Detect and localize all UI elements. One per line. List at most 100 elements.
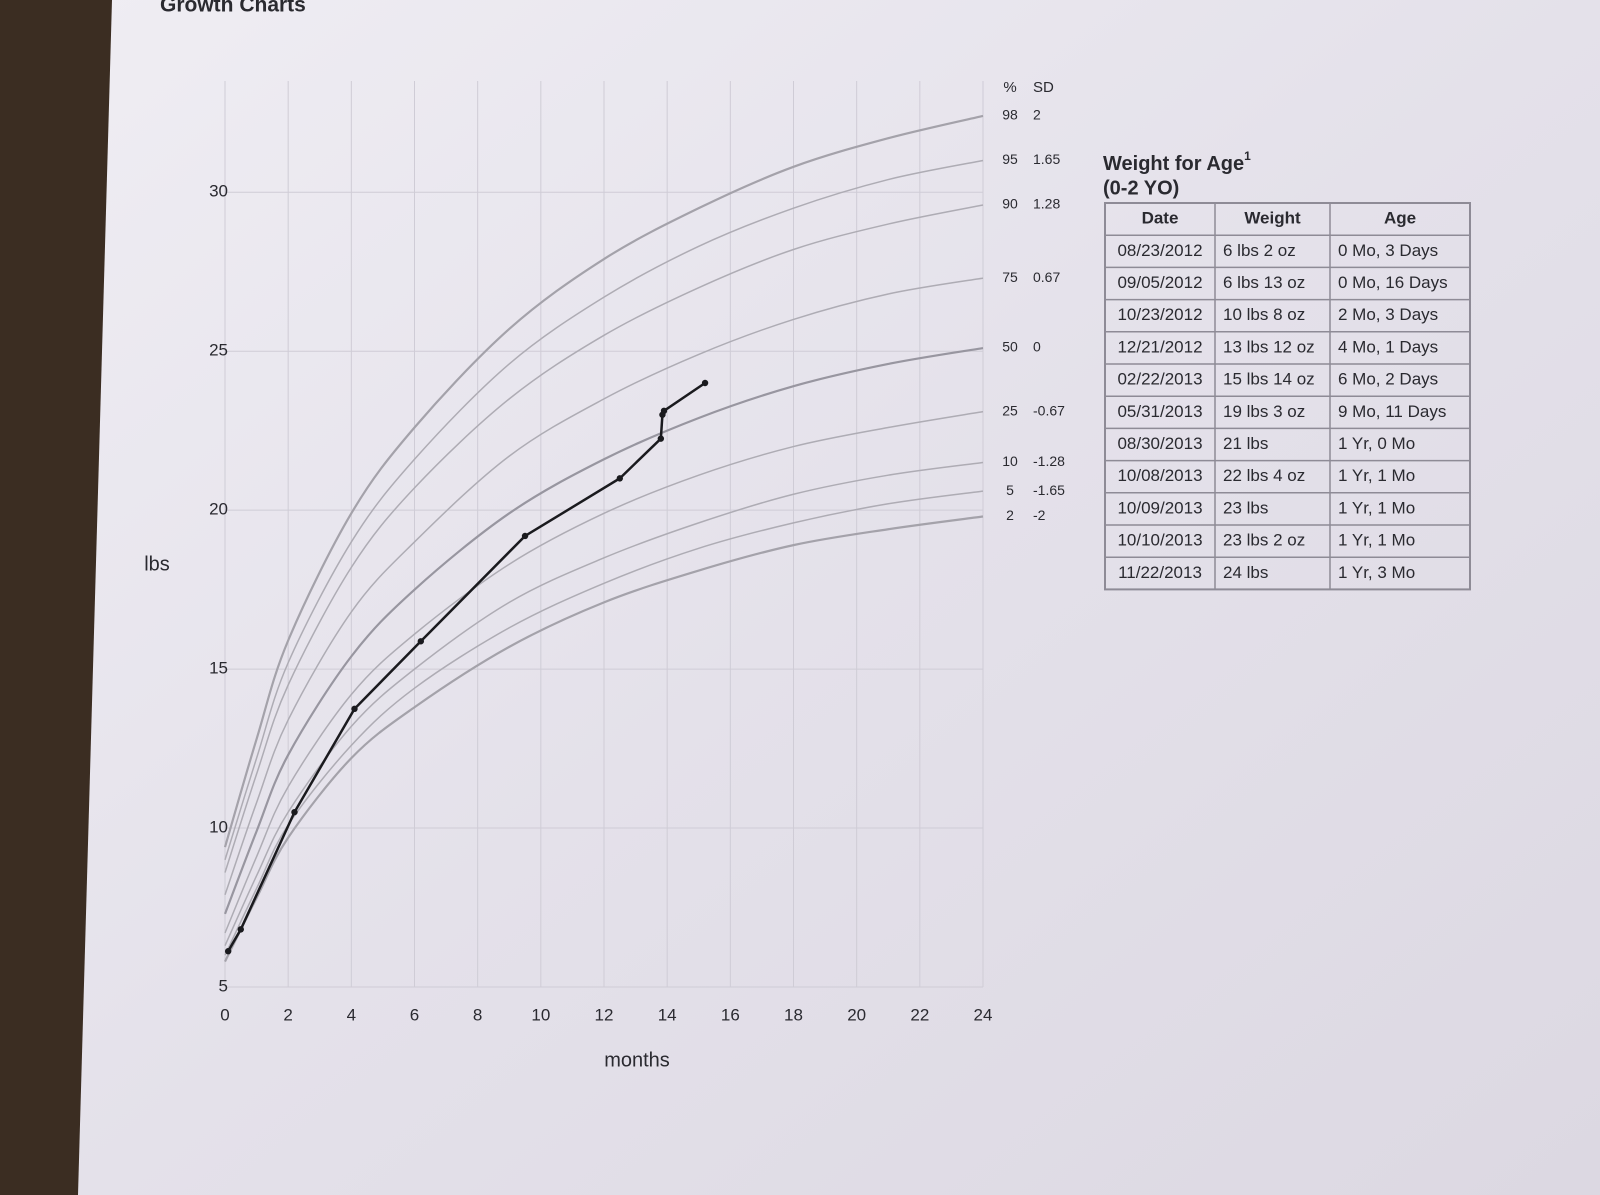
patient-point [351, 705, 358, 713]
table-cell: 0 Mo, 3 Days [1338, 241, 1438, 260]
table-header: Weight [1244, 209, 1301, 228]
patient-point [657, 435, 665, 442]
x-tick-label: 22 [910, 1005, 929, 1024]
x-axis-label: months [604, 1049, 670, 1071]
legend-percentile: 10 [1002, 453, 1018, 469]
y-tick-label: 5 [219, 976, 228, 995]
x-tick-label: 24 [974, 1005, 993, 1024]
percentile-curve [224, 277, 984, 896]
patient-point [237, 926, 244, 933]
table-cell: 10/23/2012 [1117, 305, 1202, 324]
table-subtitle: (0-2 YO) [1103, 177, 1179, 199]
legend-percentile: 50 [1002, 339, 1018, 355]
y-tick-label: 20 [209, 500, 228, 519]
legend-sd: -0.67 [1033, 402, 1065, 418]
table-cell: 09/05/2012 [1117, 273, 1202, 292]
legend-sd: 2 [1033, 107, 1041, 123]
patient-point [417, 638, 425, 645]
table-cell: 6 lbs 13 oz [1223, 273, 1305, 292]
table-cell: 24 lbs [1223, 563, 1268, 582]
x-tick-label: 20 [847, 1005, 866, 1024]
legend-percentile: 98 [1002, 107, 1018, 123]
table-cell: 2 Mo, 3 Days [1338, 305, 1438, 324]
y-tick-label: 15 [209, 659, 228, 678]
table-cell: 19 lbs 3 oz [1223, 402, 1305, 421]
legend-header: SD [1033, 79, 1054, 96]
table-cell: 21 lbs [1223, 434, 1268, 453]
paper [78, 0, 1600, 1195]
y-tick-label: 30 [209, 182, 228, 201]
data-table: Weight for Age1 (0-2 YO) Date Weight Age 08… [1103, 149, 1471, 591]
percentile-curve [224, 461, 984, 946]
percentile-curve [224, 490, 984, 956]
table-cell: 1 Yr, 1 Mo [1338, 498, 1415, 517]
legend-percentile: 2 [1006, 507, 1014, 523]
legend-sd: 1.65 [1033, 151, 1060, 167]
table-title: Weight for Age1 [1103, 149, 1251, 175]
table-cell: 6 Mo, 2 Days [1338, 370, 1438, 389]
legend-sd: 0 [1033, 339, 1041, 355]
legend-percentile: 90 [1002, 196, 1018, 212]
table-cell: 10/08/2013 [1117, 466, 1202, 485]
table-header: Age [1384, 209, 1416, 228]
patient-point [521, 532, 529, 540]
legend-sd: -2 [1033, 507, 1046, 523]
x-tick-label: 4 [347, 1005, 356, 1024]
patient-point [224, 948, 232, 955]
legend-header: % [1003, 79, 1016, 96]
chart-title: Growth Charts [160, 0, 306, 17]
table-cell: 02/22/2013 [1117, 370, 1202, 389]
y-tick-label: 25 [209, 341, 228, 360]
percentile-curve [224, 410, 984, 934]
x-tick-label: 6 [410, 1005, 419, 1024]
percentile-curve [223, 346, 984, 915]
table-cell: 10 lbs 8 oz [1223, 305, 1305, 324]
table-cell: 1 Yr, 3 Mo [1338, 563, 1415, 582]
patient-point [291, 808, 298, 816]
table-cell: 15 lbs 14 oz [1223, 370, 1315, 389]
percentile-curve [224, 159, 984, 861]
legend-sd: 0.67 [1033, 269, 1060, 285]
grid [224, 81, 984, 988]
x-tick-label: 14 [658, 1005, 677, 1024]
table-cell: 05/31/2013 [1117, 402, 1202, 421]
x-tick-label: 18 [784, 1005, 803, 1024]
table-cell: 22 lbs 4 oz [1223, 466, 1305, 485]
legend-percentile: 5 [1006, 482, 1014, 498]
patient-point [616, 475, 623, 482]
table-cell: 08/30/2013 [1117, 434, 1202, 453]
table-cell: 10/10/2013 [1117, 531, 1202, 550]
table-cell: 1 Yr, 1 Mo [1338, 466, 1415, 485]
y-tick-label: 10 [209, 818, 228, 837]
patient-point [660, 407, 668, 415]
table-title-text: Weight for Age [1103, 153, 1244, 175]
patient-point [701, 379, 709, 387]
table-cell: 0 Mo, 16 Days [1338, 273, 1448, 292]
table-title-sup: 1 [1244, 149, 1251, 163]
x-tick-label: 12 [595, 1005, 614, 1024]
legend-percentile: 95 [1002, 151, 1018, 167]
percentile-curve [224, 204, 984, 873]
percentile-curve [224, 515, 984, 963]
percentile-curve [223, 114, 984, 848]
table-cell: 13 lbs 12 oz [1223, 337, 1315, 356]
x-tick-label: 8 [473, 1005, 482, 1024]
x-tick-label: 0 [220, 1005, 229, 1024]
table-header: Date [1142, 209, 1179, 228]
legend-sd: -1.65 [1033, 482, 1065, 498]
table-cell: 12/21/2012 [1117, 337, 1202, 356]
y-axis-label: lbs [144, 553, 170, 575]
legend-sd: 1.28 [1033, 196, 1060, 212]
table-cell: 08/23/2012 [1117, 241, 1202, 260]
table-cell: 11/22/2013 [1118, 563, 1202, 582]
table-cell: 1 Yr, 1 Mo [1338, 531, 1415, 550]
table-cell: 10/09/2013 [1117, 498, 1202, 517]
legend-sd: -1.28 [1033, 453, 1065, 469]
table-cell: 6 lbs 2 oz [1223, 241, 1296, 260]
table-cell: 1 Yr, 0 Mo [1338, 434, 1415, 453]
table-cell: 9 Mo, 11 Days [1338, 402, 1446, 421]
legend-percentile: 25 [1002, 402, 1018, 418]
x-tick-label: 2 [283, 1005, 292, 1024]
